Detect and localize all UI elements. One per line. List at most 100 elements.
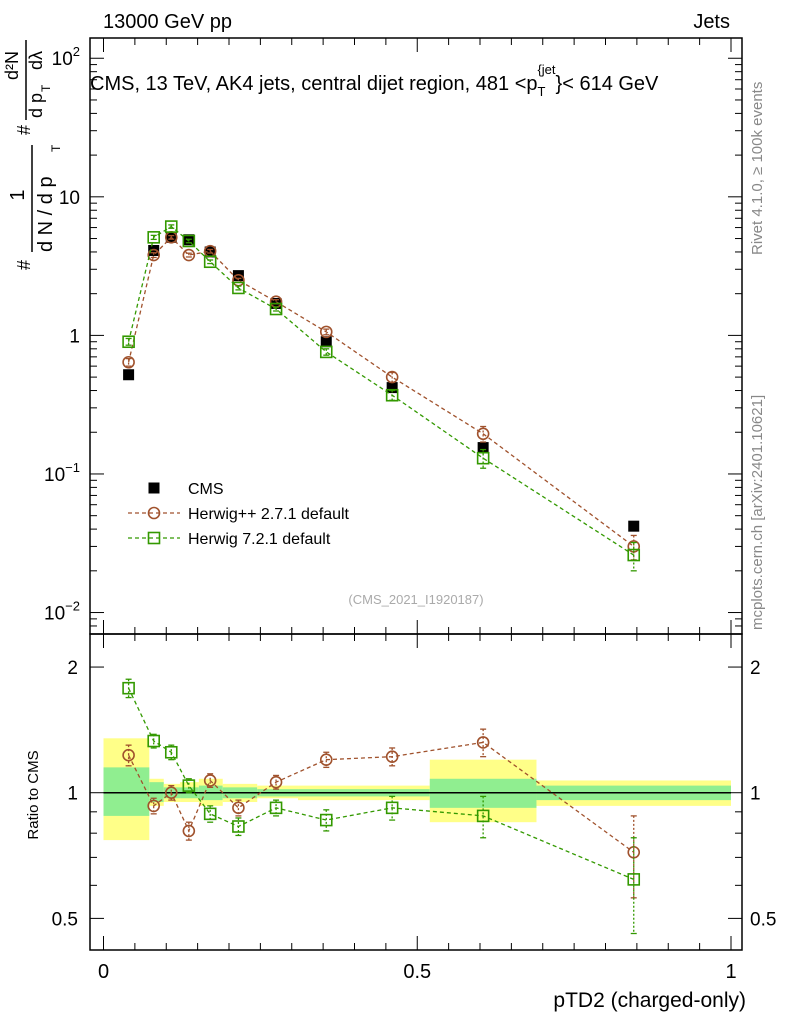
ratio-point-0 <box>147 799 160 813</box>
data-point-1 <box>122 355 135 369</box>
main-title: CMS, 13 TeV, AK4 jets, central dijet reg… <box>90 62 659 99</box>
data-point-1 <box>147 248 160 262</box>
header-right: Jets <box>693 11 730 33</box>
main-ytick-label: 10 <box>59 188 80 209</box>
ratio-point-1 <box>627 873 641 886</box>
data-point-2 <box>385 388 399 402</box>
ratio-series <box>122 678 641 935</box>
main-ytick-label: 102 <box>52 44 80 70</box>
ratio-line-0 <box>128 741 635 853</box>
data-point-0 <box>123 369 135 381</box>
xtick-label: 0 <box>98 961 109 983</box>
main-ytick-exp: 2 <box>73 44 80 59</box>
data-point-2 <box>147 231 160 244</box>
ylabel-d2n: d²N <box>2 51 22 80</box>
ratio-axes: 0.5 0.5 1 1 2 2 0 0.5 1 <box>52 633 776 983</box>
ratio-point-0 <box>232 801 245 815</box>
ratio-point-0 <box>319 753 333 766</box>
ratio-point-0 <box>164 786 178 800</box>
side-label-top: Rivet 4.1.0, ≥ 100k events <box>749 82 766 255</box>
main-ytick-label: 1 <box>69 326 80 347</box>
series-line-1 <box>127 236 635 547</box>
side-label-bottom: mcplots.cern.ch [arXiv:2401.10621] <box>749 395 766 630</box>
xtick-label: 1 <box>725 961 736 983</box>
main-ytick-base: 1 <box>69 326 80 347</box>
data-point-0 <box>320 336 332 348</box>
main-title-sup: {jet <box>537 62 555 77</box>
main-ylabel: # 1 d N / d p T # d²N d p T dλ <box>2 40 63 270</box>
ratio-ytick-label-right: 2 <box>750 658 761 679</box>
data-point-0 <box>148 244 160 256</box>
ratio-point-0 <box>269 775 283 789</box>
main-ytick-label: 10−1 <box>44 460 80 486</box>
main-ytick-base: 10 <box>44 465 65 486</box>
data-point-2 <box>476 451 490 465</box>
main-ytick-exp: −1 <box>65 460 80 475</box>
ratio-point-0 <box>476 736 490 749</box>
main-ytick-label: 10−2 <box>44 599 80 625</box>
ylabel-hash-1: # <box>14 260 34 270</box>
legend-label: Herwig++ 2.7.1 default <box>188 506 350 523</box>
xlabel: pTD2 (charged-only) <box>553 989 746 1012</box>
ratio-ytick-label-right: 1 <box>750 784 761 805</box>
ratio-point-1 <box>164 745 178 759</box>
data-point-2 <box>269 302 283 316</box>
stat-band <box>103 767 150 816</box>
data-point-2 <box>203 255 217 269</box>
data-point-0 <box>232 270 244 282</box>
ratio-point-0 <box>122 748 135 762</box>
main-ytick-exp: −2 <box>65 599 80 614</box>
data-point-1 <box>385 370 399 384</box>
main-title-text: CMS, 13 TeV, AK4 jets, central dijet reg… <box>90 73 538 95</box>
ratio-point-0 <box>385 750 399 763</box>
legend-marker <box>147 506 161 520</box>
ratio-ytick-label: 1 <box>67 784 78 805</box>
ratio-point-1 <box>147 734 160 748</box>
ylabel-den: d N / d p <box>35 176 57 252</box>
ylabel-dp: d p <box>26 93 46 118</box>
ratio-point-1 <box>182 779 196 792</box>
data-point-2 <box>164 220 178 233</box>
ylabel-den-sub: T <box>49 144 63 152</box>
data-point-1 <box>476 427 490 441</box>
main-title-end: }< 614 GeV <box>556 73 660 95</box>
main-series <box>122 220 641 572</box>
ratio-frame <box>89 633 743 951</box>
data-point-2 <box>182 234 196 248</box>
legend-label: Herwig 7.2.1 default <box>188 531 331 548</box>
ratio-ytick-label: 0.5 <box>52 909 78 930</box>
header-left: 13000 GeV pp <box>103 11 232 33</box>
ratio-ytick-label-right: 0.5 <box>750 909 776 930</box>
ylabel-hash-2: # <box>14 125 34 135</box>
data-point-2 <box>627 548 641 562</box>
ratio-point-1 <box>203 807 217 821</box>
ylabel-dp-sub: T <box>39 84 53 92</box>
legend-marker <box>148 482 160 494</box>
data-point-0 <box>477 442 489 454</box>
ratio-point-0 <box>182 824 196 838</box>
data-point-1 <box>319 325 333 339</box>
data-point-0 <box>386 382 398 394</box>
legend: CMS Herwig++ 2.7.1 default Herwig 7.2.1 de… <box>128 481 350 548</box>
data-point-2 <box>122 335 135 349</box>
ratio-point-1 <box>269 801 283 815</box>
watermark: (CMS_2021_I1920187) <box>348 592 483 607</box>
ratio-ytick-label: 2 <box>67 658 78 679</box>
legend-label: CMS <box>188 481 224 498</box>
ratio-point-1 <box>232 820 245 833</box>
data-point-2 <box>319 345 333 359</box>
ratio-point-1 <box>476 809 490 823</box>
main-ytick-base: 10 <box>59 188 80 209</box>
ratio-bands <box>103 738 731 841</box>
xtick-label: 0.5 <box>403 961 431 983</box>
main-ytick-base: 10 <box>52 49 73 70</box>
ratio-ylabel: Ratio to CMS <box>25 750 42 839</box>
legend-marker <box>147 531 161 545</box>
ratio-point-1 <box>122 681 135 695</box>
ratio-point-1 <box>319 813 333 827</box>
data-point-1 <box>182 248 196 262</box>
ylabel-dlambda: dλ <box>26 51 46 70</box>
ratio-point-1 <box>385 801 399 815</box>
